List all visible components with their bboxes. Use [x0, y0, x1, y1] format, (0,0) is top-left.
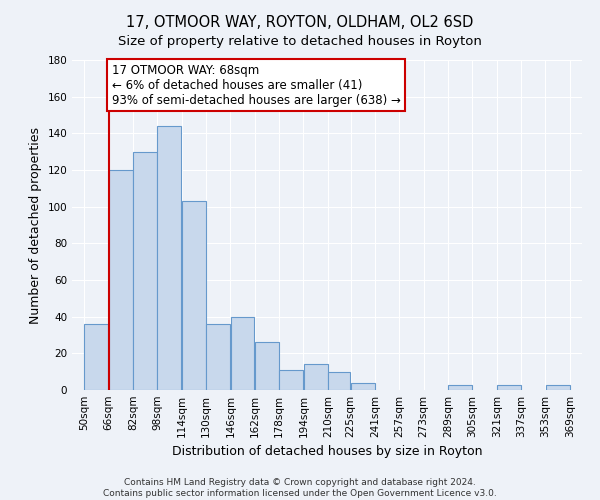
Bar [230, 316, 254, 390]
X-axis label: Distribution of detached houses by size in Royton: Distribution of detached houses by size … [172, 446, 482, 458]
Bar [182, 201, 206, 390]
Bar [497, 384, 521, 390]
Text: Contains HM Land Registry data © Crown copyright and database right 2024.
Contai: Contains HM Land Registry data © Crown c… [103, 478, 497, 498]
Bar [206, 324, 230, 390]
Bar [133, 152, 157, 390]
Bar [85, 324, 108, 390]
Bar [279, 370, 303, 390]
Bar [109, 170, 133, 390]
Bar [328, 372, 350, 390]
Bar [255, 342, 279, 390]
Bar [351, 382, 375, 390]
Bar [157, 126, 181, 390]
Text: Size of property relative to detached houses in Royton: Size of property relative to detached ho… [118, 35, 482, 48]
Bar [448, 384, 472, 390]
Bar [546, 384, 569, 390]
Text: 17, OTMOOR WAY, ROYTON, OLDHAM, OL2 6SD: 17, OTMOOR WAY, ROYTON, OLDHAM, OL2 6SD [127, 15, 473, 30]
Text: 17 OTMOOR WAY: 68sqm
← 6% of detached houses are smaller (41)
93% of semi-detach: 17 OTMOOR WAY: 68sqm ← 6% of detached ho… [112, 64, 400, 106]
Y-axis label: Number of detached properties: Number of detached properties [29, 126, 42, 324]
Bar [304, 364, 328, 390]
